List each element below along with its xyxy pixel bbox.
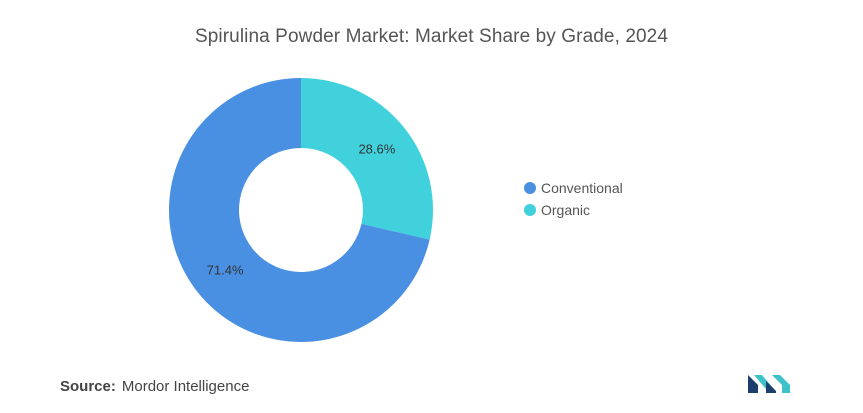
source-label: Source: [60, 378, 116, 395]
chart-title: Spirulina Powder Market: Market Share by… [194, 26, 669, 47]
slice-organic [301, 78, 434, 240]
mordor-intelligence-logo-icon [748, 375, 790, 393]
source-note: Source: Mordor Intelligence [60, 378, 249, 395]
legend-item-conventional: Conventional [524, 178, 623, 198]
legend-item-organic: Organic [524, 200, 623, 220]
legend-swatch-organic [524, 204, 536, 216]
legend-label-conventional: Conventional [541, 180, 623, 196]
data-label-conventional: 71.4% [207, 262, 244, 277]
data-label-organic: 28.6% [358, 142, 395, 157]
source-text: Mordor Intelligence [121, 378, 250, 395]
legend-label-organic: Organic [541, 202, 591, 218]
slice-conventional [169, 78, 430, 342]
chart-legend: Conventional Organic [524, 178, 623, 222]
legend-swatch-conventional [524, 182, 536, 194]
